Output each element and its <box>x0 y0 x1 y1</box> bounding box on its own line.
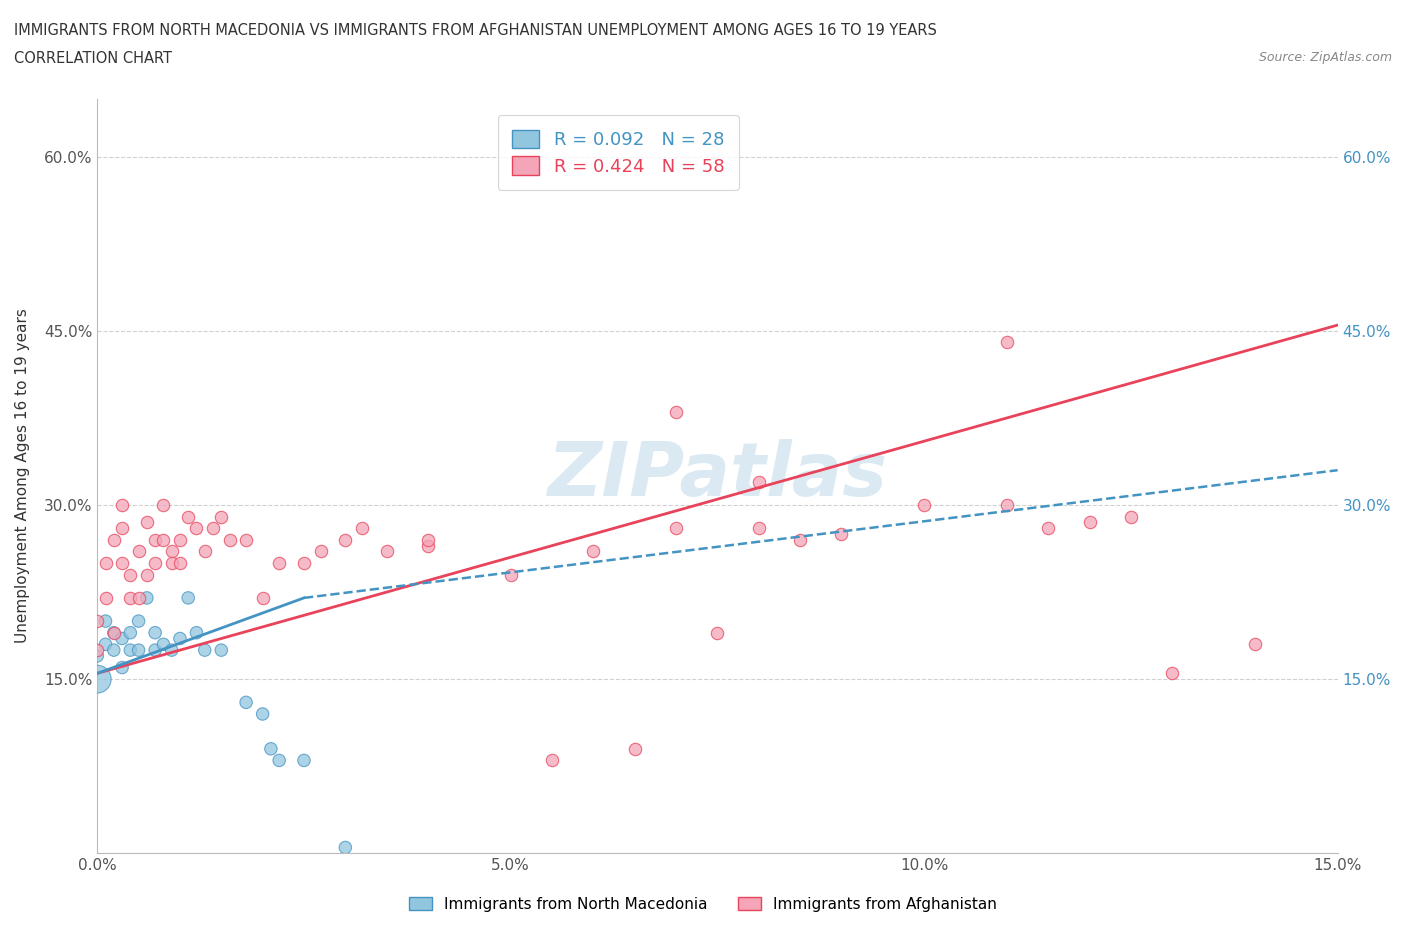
Point <box>292 753 315 768</box>
Text: CORRELATION CHART: CORRELATION CHART <box>14 51 172 66</box>
Point <box>160 643 183 658</box>
Point <box>912 498 935 512</box>
Point <box>309 544 332 559</box>
Point <box>111 660 134 675</box>
Point <box>152 498 174 512</box>
Point <box>706 625 728 640</box>
Point <box>120 591 142 605</box>
Point <box>86 671 108 686</box>
Point <box>103 625 125 640</box>
Point <box>177 510 200 525</box>
Legend: Immigrants from North Macedonia, Immigrants from Afghanistan: Immigrants from North Macedonia, Immigra… <box>402 890 1004 918</box>
Point <box>120 625 142 640</box>
Point <box>152 532 174 547</box>
Legend: R = 0.092   N = 28, R = 0.424   N = 58: R = 0.092 N = 28, R = 0.424 N = 58 <box>498 115 738 190</box>
Point <box>375 544 398 559</box>
Point <box>169 631 191 646</box>
Point <box>541 753 564 768</box>
Point <box>269 555 291 570</box>
Point <box>86 648 108 663</box>
Point <box>1119 510 1142 525</box>
Point <box>665 405 688 419</box>
Point <box>995 498 1018 512</box>
Point <box>169 555 191 570</box>
Point <box>94 637 117 652</box>
Point <box>143 555 166 570</box>
Point <box>995 335 1018 350</box>
Point <box>94 614 117 629</box>
Point <box>623 741 645 756</box>
Point <box>252 707 274 722</box>
Point <box>748 521 770 536</box>
Point <box>143 532 166 547</box>
Text: Source: ZipAtlas.com: Source: ZipAtlas.com <box>1258 51 1392 64</box>
Point <box>143 643 166 658</box>
Point <box>1161 666 1184 681</box>
Point <box>160 544 183 559</box>
Point <box>350 521 373 536</box>
Point <box>169 532 191 547</box>
Point <box>252 591 274 605</box>
Point <box>335 532 357 547</box>
Point <box>128 591 150 605</box>
Point <box>143 625 166 640</box>
Point <box>135 515 157 530</box>
Point <box>416 538 439 553</box>
Point <box>120 643 142 658</box>
Point <box>86 643 108 658</box>
Point <box>160 555 183 570</box>
Point <box>1078 515 1101 530</box>
Point <box>209 510 232 525</box>
Point <box>128 614 150 629</box>
Point <box>94 555 117 570</box>
Point <box>789 532 811 547</box>
Point <box>292 555 315 570</box>
Point <box>665 521 688 536</box>
Point <box>235 695 257 710</box>
Point <box>103 625 125 640</box>
Point <box>111 555 134 570</box>
Point <box>194 643 217 658</box>
Point <box>111 521 134 536</box>
Point <box>1244 637 1267 652</box>
Point <box>186 521 208 536</box>
Point <box>152 637 174 652</box>
Point <box>111 631 134 646</box>
Point <box>235 532 257 547</box>
Point <box>135 591 157 605</box>
Point <box>202 521 225 536</box>
Text: ZIPatlas: ZIPatlas <box>547 440 887 512</box>
Point <box>103 532 125 547</box>
Point <box>1038 521 1060 536</box>
Point <box>416 532 439 547</box>
Point <box>86 614 108 629</box>
Point <box>186 625 208 640</box>
Point <box>260 741 283 756</box>
Point <box>177 591 200 605</box>
Point <box>194 544 217 559</box>
Text: IMMIGRANTS FROM NORTH MACEDONIA VS IMMIGRANTS FROM AFGHANISTAN UNEMPLOYMENT AMON: IMMIGRANTS FROM NORTH MACEDONIA VS IMMIG… <box>14 23 936 38</box>
Point <box>830 526 852 541</box>
Point <box>128 544 150 559</box>
Point <box>94 591 117 605</box>
Point <box>103 643 125 658</box>
Point <box>218 532 240 547</box>
Point <box>128 643 150 658</box>
Point <box>582 544 605 559</box>
Point <box>499 567 522 582</box>
Point <box>269 753 291 768</box>
Point <box>135 567 157 582</box>
Point <box>120 567 142 582</box>
Point <box>209 643 232 658</box>
Point <box>111 498 134 512</box>
Y-axis label: Unemployment Among Ages 16 to 19 years: Unemployment Among Ages 16 to 19 years <box>15 309 30 644</box>
Point <box>748 474 770 489</box>
Point <box>335 840 357 855</box>
